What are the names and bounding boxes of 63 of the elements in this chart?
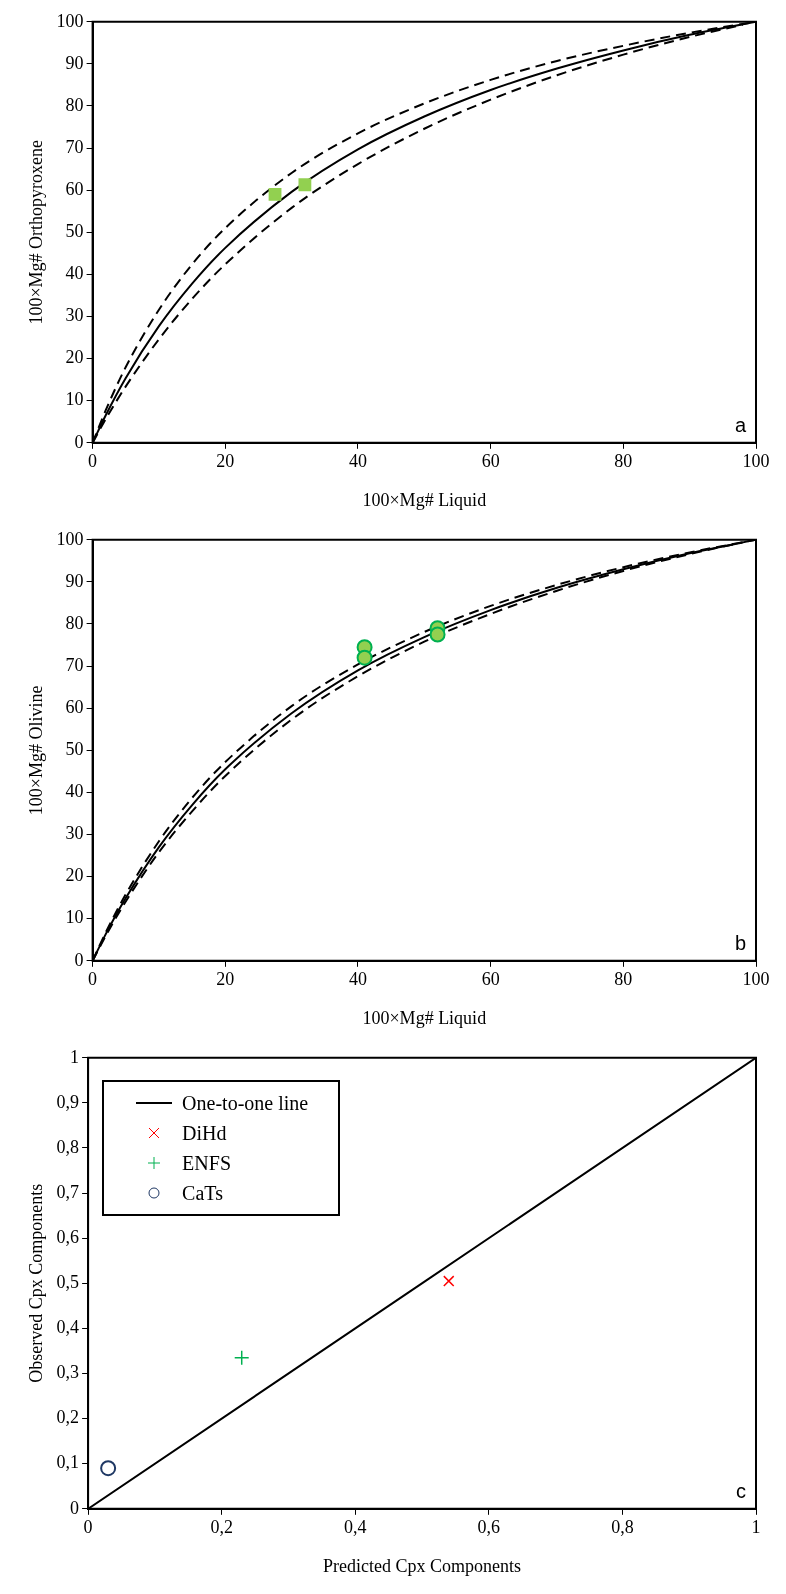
x-tick-label: 100 [742, 451, 770, 472]
annotation: c [736, 1480, 746, 1503]
x-axis-title: 100×Mg# Liquid [362, 1007, 487, 1028]
legend-label: DiHd [182, 1120, 227, 1146]
x-tick-label: 20 [216, 451, 235, 472]
y-tick-label: 70 [65, 136, 84, 157]
legend-label: ENFS [182, 1150, 231, 1176]
y-tick-label: 0,4 [56, 1317, 80, 1338]
legend-label: One-to-one line [182, 1090, 309, 1116]
y-tick-label: 0,1 [56, 1452, 80, 1473]
x-tick-label: 60 [481, 451, 500, 472]
y-axis-title: Observed Cpx Components [25, 1183, 46, 1383]
y-tick-label: 100 [56, 10, 84, 31]
x-tick-label: 100 [742, 969, 770, 990]
y-tick-label: 0,2 [56, 1407, 80, 1428]
x-tick-label: 40 [348, 969, 367, 990]
y-tick-label: 0 [70, 1497, 80, 1518]
y-tick-label: 0,6 [56, 1226, 80, 1247]
x-tick-label: 40 [348, 451, 367, 472]
annotation: a [734, 414, 747, 437]
y-tick-label: 90 [65, 52, 84, 73]
y-tick-label: 100 [56, 528, 84, 549]
y-tick-label: 80 [65, 612, 84, 633]
y-tick-label: 1 [70, 1046, 80, 1067]
x-tick-label: 0,8 [611, 1517, 634, 1538]
x-axis-title: Predicted Cpx Components [323, 1555, 522, 1576]
y-tick-label: 30 [65, 305, 84, 326]
x-tick-label: 1 [751, 1517, 761, 1538]
x-tick-label: 0,6 [477, 1517, 501, 1538]
y-tick-label: 60 [65, 696, 84, 717]
x-tick-label: 60 [481, 969, 500, 990]
y-tick-label: 0 [74, 431, 84, 452]
annotation: b [734, 932, 746, 955]
y-axis-title: 100×Mg# Orthopyroxene [25, 139, 46, 325]
y-tick-label: 60 [65, 178, 84, 199]
y-tick-label: 70 [65, 654, 84, 675]
x-tick-label: 80 [614, 969, 633, 990]
y-tick-label: 90 [65, 570, 84, 591]
y-tick-label: 0,9 [56, 1091, 80, 1112]
y-tick-label: 0,5 [56, 1272, 80, 1293]
y-tick-label: 40 [65, 263, 84, 284]
y-tick-label: 80 [65, 94, 84, 115]
y-axis-title: 100×Mg# Olivine [25, 685, 46, 816]
y-tick-label: 50 [65, 221, 84, 242]
y-tick-label: 40 [65, 781, 84, 802]
y-tick-label: 0 [74, 949, 84, 970]
x-axis-title: 100×Mg# Liquid [362, 489, 487, 510]
x-tick-label: 80 [614, 451, 633, 472]
x-tick-label: 0 [88, 451, 98, 472]
y-tick-label: 20 [65, 865, 84, 886]
y-tick-label: 0,3 [56, 1362, 80, 1383]
y-tick-label: 0,7 [56, 1181, 80, 1202]
legend-label: CaTs [182, 1180, 223, 1206]
y-tick-label: 50 [65, 739, 84, 760]
x-tick-label: 20 [216, 969, 235, 990]
x-tick-label: 0 [88, 969, 98, 990]
y-tick-label: 10 [65, 389, 84, 410]
y-tick-label: 0,8 [56, 1136, 80, 1157]
x-tick-label: 0,2 [210, 1517, 233, 1538]
x-tick-label: 0,4 [344, 1517, 367, 1538]
y-tick-label: 30 [65, 823, 84, 844]
y-tick-label: 10 [65, 907, 84, 928]
y-tick-label: 20 [65, 347, 84, 368]
